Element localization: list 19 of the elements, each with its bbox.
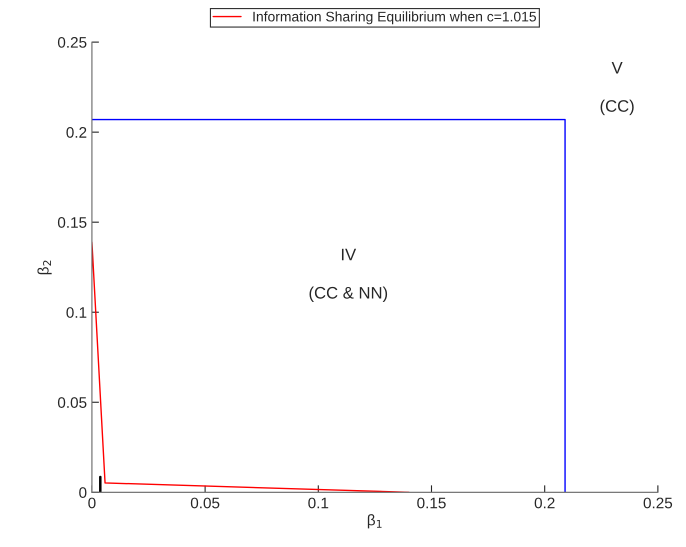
y-tick-label: 0.05 [58,397,86,408]
annotation: (CC) [600,100,634,116]
x-tick-label: 0.1 [308,498,328,508]
y-tick-label: 0 [79,487,86,498]
x-tick-label: 0.05 [190,498,220,508]
y-tick-label: 0.2 [66,127,86,138]
annotation: IV [342,248,356,260]
y-tick-label: 0.25 [58,36,86,48]
annotation: V [612,62,623,74]
x-tick-label: 0.15 [417,498,446,508]
y-axis-title: β$_{2}$ [37,260,52,274]
x-tick-label: 0.2 [534,498,555,508]
y-tick-label: 0.1 [66,307,86,318]
x-tick-label: 0.25 [644,498,672,508]
x-axis-title: β$_{1}$ [368,514,382,528]
x-tick-label: 0 [88,498,96,508]
legend-label: Information Sharing Equilibrium when c=1.015 [253,11,536,24]
annotation: (CC & NN) [310,286,388,302]
y-tick-label: 0.15 [58,217,86,228]
